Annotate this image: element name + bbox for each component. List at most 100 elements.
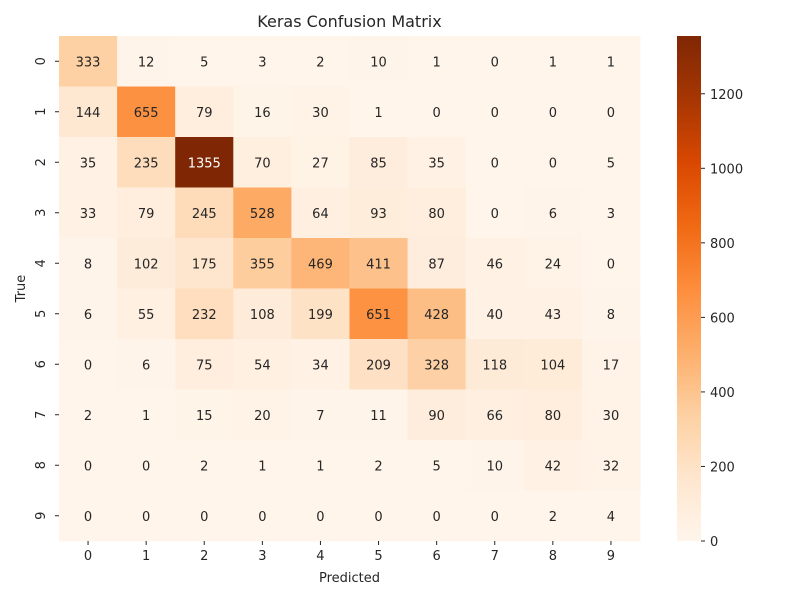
heatmap-cell xyxy=(523,440,583,491)
heatmap-cell xyxy=(523,389,583,441)
cell-value-label: 5 xyxy=(433,459,441,474)
cell-value-label: 30 xyxy=(312,106,329,121)
cell-value-label: 87 xyxy=(428,257,445,272)
heatmap-cell xyxy=(175,339,234,390)
cell-value-label: 93 xyxy=(370,207,387,222)
heatmap-cell xyxy=(407,86,467,138)
colorbar-tick-label: 0 xyxy=(710,535,718,550)
cell-value-label: 43 xyxy=(545,308,562,323)
cell-value-label: 0 xyxy=(607,257,615,272)
y-axis-label: True xyxy=(14,275,29,304)
heatmap-cell xyxy=(523,288,583,340)
cell-value-label: 33 xyxy=(80,207,97,222)
y-tick-label: 1 xyxy=(34,108,49,116)
cell-value-label: 3 xyxy=(258,55,266,70)
cell-value-label: 55 xyxy=(138,308,155,323)
heatmap-cell xyxy=(175,238,234,289)
cell-value-label: 34 xyxy=(312,358,329,373)
colorbar-tick-label: 400 xyxy=(710,386,735,401)
cell-value-label: 35 xyxy=(428,156,445,171)
heatmap-cell xyxy=(117,440,176,491)
cell-value-label: 0 xyxy=(258,510,266,525)
cell-value-label: 199 xyxy=(308,308,333,323)
cell-value-label: 0 xyxy=(84,510,92,525)
heatmap-cell xyxy=(581,339,641,390)
cell-value-label: 355 xyxy=(250,257,275,272)
cell-value-label: 8 xyxy=(84,257,92,272)
heatmap-cell xyxy=(407,389,467,441)
heatmap-cell xyxy=(117,187,176,239)
y-tick-label: 0 xyxy=(34,57,49,65)
cell-value-label: 328 xyxy=(424,358,449,373)
cell-value-label: 6 xyxy=(84,308,92,323)
cell-value-label: 0 xyxy=(549,156,557,171)
cell-value-label: 54 xyxy=(254,358,271,373)
cell-value-label: 64 xyxy=(312,207,329,222)
heatmap-cell xyxy=(523,238,583,289)
cell-value-label: 10 xyxy=(370,55,387,70)
heatmap-cell xyxy=(59,36,118,87)
cell-value-label: 46 xyxy=(486,257,503,272)
heatmap-cell xyxy=(523,490,583,542)
heatmap-cell xyxy=(233,238,292,289)
heatmap-cell xyxy=(233,137,292,188)
cell-value-label: 102 xyxy=(134,257,159,272)
heatmap-cell xyxy=(175,490,234,542)
cell-value-label: 8 xyxy=(607,308,615,323)
cell-value-label: 10 xyxy=(486,459,503,474)
cell-value-label: 0 xyxy=(607,106,615,121)
cell-value-label: 1 xyxy=(549,55,557,70)
heatmap-cell xyxy=(59,86,118,138)
cell-value-label: 17 xyxy=(603,358,620,373)
cell-value-label: 5 xyxy=(607,156,615,171)
heatmap-cell xyxy=(59,238,118,289)
heatmap-cell xyxy=(175,187,234,239)
heatmap-cell xyxy=(465,339,525,390)
heatmap-cell xyxy=(59,389,118,441)
heatmap-cell xyxy=(117,36,176,87)
heatmap-cell xyxy=(233,36,292,87)
heatmap-cell xyxy=(291,389,350,441)
heatmap-cell xyxy=(175,137,234,188)
cell-value-label: 2 xyxy=(84,409,92,424)
heatmap-cell xyxy=(59,187,118,239)
cell-value-label: 4 xyxy=(607,510,615,525)
heatmap-cell xyxy=(291,187,350,239)
heatmap-cell xyxy=(233,389,292,441)
colorbar-tick-label: 600 xyxy=(710,311,735,326)
heatmap-cell xyxy=(523,187,583,239)
y-tick-label: 2 xyxy=(34,158,49,166)
cell-value-label: 79 xyxy=(138,207,155,222)
heatmap-cell xyxy=(175,288,234,340)
cell-value-label: 651 xyxy=(366,308,391,323)
heatmap-cell xyxy=(465,288,525,340)
x-tick-label: 0 xyxy=(84,549,92,564)
x-tick-label: 7 xyxy=(491,549,499,564)
heatmap-cell xyxy=(59,440,118,491)
x-tick-label: 4 xyxy=(316,549,324,564)
cell-value-label: 0 xyxy=(491,156,499,171)
cell-value-label: 235 xyxy=(134,156,159,171)
cell-value-label: 245 xyxy=(192,207,217,222)
cell-value-label: 0 xyxy=(433,106,441,121)
cell-value-label: 70 xyxy=(254,156,271,171)
cell-value-label: 528 xyxy=(250,207,275,222)
cell-value-label: 0 xyxy=(374,510,382,525)
heatmap-cell xyxy=(291,238,350,289)
cell-value-label: 66 xyxy=(486,409,503,424)
cell-value-label: 1 xyxy=(316,459,324,474)
heatmap-cell xyxy=(465,389,525,441)
cell-value-label: 2 xyxy=(316,55,324,70)
heatmap-cell xyxy=(349,490,409,542)
cell-value-label: 20 xyxy=(254,409,271,424)
cell-value-label: 108 xyxy=(250,308,275,323)
heatmap-cell xyxy=(465,36,525,87)
cell-value-label: 2 xyxy=(549,510,557,525)
cell-value-label: 0 xyxy=(491,55,499,70)
cell-value-label: 5 xyxy=(200,55,208,70)
cell-value-label: 0 xyxy=(549,106,557,121)
heatmap-cell xyxy=(407,339,467,390)
heatmap-cell xyxy=(523,339,583,390)
heatmap-cell xyxy=(175,440,234,491)
heatmap-cell xyxy=(349,86,409,138)
